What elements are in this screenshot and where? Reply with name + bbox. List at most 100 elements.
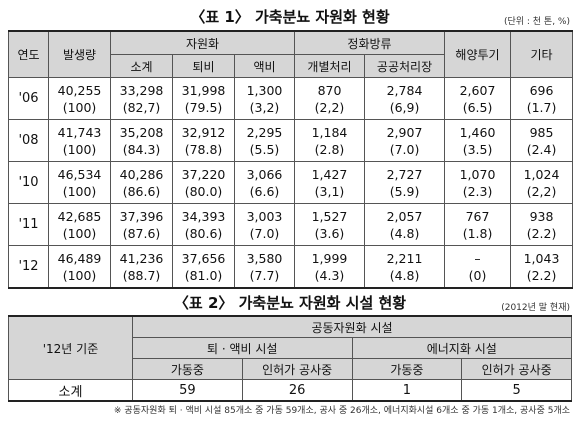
amount: 1,184: [311, 124, 348, 140]
amount: 37,220: [181, 166, 226, 182]
amount: 870: [317, 82, 342, 98]
cell: 2,784 (6,9): [363, 77, 446, 120]
cell: 2,727 (5.9): [363, 161, 446, 204]
cell: 33,298 (82,7): [110, 77, 173, 120]
header-cell: 개별처리: [294, 54, 365, 78]
percent: (2,2): [314, 99, 345, 115]
amount: 2,784: [386, 82, 423, 98]
row: '06 40,255 (100) 33,298 (82,7) 31,998 (79.5) 1,…: [8, 77, 574, 120]
cell: 32,912 (78.8): [172, 119, 235, 162]
cell: 767 (1.8): [444, 203, 512, 246]
cell: 46,489 (100): [48, 245, 111, 289]
amount: 1,527: [311, 208, 348, 224]
header-cell: 자원화: [110, 30, 295, 55]
amount: 46,489: [57, 250, 102, 266]
percent: (4.3): [314, 267, 345, 283]
cell: 2,607 (6.5): [444, 77, 512, 120]
cell: 1,043 (2.2): [510, 245, 574, 289]
percent: (3,2): [249, 99, 280, 115]
cell: 46,534 (100): [48, 161, 111, 204]
footnote: ※ 공동자원화 퇴 · 액비 시설 85개소 중 가동 59개소, 공사 중 2…: [113, 406, 570, 416]
table2-note: (2012년 말 현재): [501, 303, 570, 313]
amount: 767: [465, 208, 490, 224]
cell: 1,070 (2.3): [444, 161, 512, 204]
amount: 42,685: [57, 208, 102, 224]
percent: (6.6): [249, 183, 280, 199]
percent: (100): [62, 183, 97, 199]
amount: 1,999: [311, 250, 348, 266]
amount: 2,907: [386, 124, 423, 140]
percent: (100): [62, 267, 97, 283]
amount: 41,236: [119, 250, 164, 266]
row: '10 46,534 (100) 40,286 (86.6) 37,220 (80.0) 3,…: [8, 161, 574, 204]
percent: (4.8): [389, 225, 420, 241]
year-cell: '12: [8, 245, 49, 289]
cell: – (0): [444, 245, 512, 289]
header-cell: 연도: [8, 30, 49, 78]
amount: 1,024: [523, 166, 560, 182]
amount: 37,656: [181, 250, 226, 266]
percent: (3.5): [462, 141, 493, 157]
amount: 3,066: [246, 166, 283, 182]
cell: 1,999 (4.3): [294, 245, 365, 289]
percent: (5.5): [249, 141, 280, 157]
percent: (7.0): [389, 141, 420, 157]
percent: (4.8): [389, 267, 420, 283]
amount: 1,043: [523, 250, 560, 266]
cell: 1,300 (3,2): [234, 77, 295, 120]
percent: (82,7): [122, 99, 161, 115]
table1: 연도 발생량 자원화 정화방류 해양투기 기타 소계 퇴비 액비 개별처리 공공…: [8, 30, 574, 289]
amount: 2,727: [386, 166, 423, 182]
cell: 2,295 (5.5): [234, 119, 295, 162]
cell: 37,656 (81.0): [172, 245, 235, 289]
year-cell: '06: [8, 77, 49, 120]
table1-title: 〈표 1〉 가축분뇨 자원화 현황: [190, 8, 390, 26]
amount: 33,298: [119, 82, 164, 98]
header-cell: 공공처리장: [363, 54, 446, 78]
header-cell: 에너지화 시설: [351, 337, 572, 359]
amount: 34,393: [181, 208, 226, 224]
amount: 2,057: [386, 208, 423, 224]
percent: (2.8): [314, 141, 345, 157]
cell: 40,286 (86.6): [110, 161, 173, 204]
percent: (2.2): [526, 225, 557, 241]
amount: 938: [529, 208, 554, 224]
percent: (80.0): [184, 183, 223, 199]
cell: 3,580 (7.7): [234, 245, 295, 289]
percent: (78.8): [184, 141, 223, 157]
row-label: 소계: [8, 379, 133, 402]
amount: 35,208: [119, 124, 164, 140]
cell: 3,066 (6.6): [234, 161, 295, 204]
header-cell: 퇴비: [172, 54, 235, 78]
percent: (2.4): [526, 141, 557, 157]
percent: (7.0): [249, 225, 280, 241]
cell: 31,998 (79.5): [172, 77, 235, 120]
cell: 1: [351, 379, 463, 402]
amount: 2,607: [459, 82, 496, 98]
cell: 2,907 (7.0): [363, 119, 446, 162]
cell: 1,024 (2,2): [510, 161, 574, 204]
percent: (86.6): [122, 183, 161, 199]
table2-title: 〈표 2〉 가축분뇨 자원화 시설 현황: [173, 294, 407, 312]
cell: 26: [241, 379, 353, 402]
percent: (1.8): [462, 225, 493, 241]
cell: 870 (2,2): [294, 77, 365, 120]
amount: 2,295: [246, 124, 283, 140]
percent: (2,2): [526, 183, 557, 199]
percent: (5.9): [389, 183, 420, 199]
year-cell: '10: [8, 161, 49, 204]
header-cell: 가동중: [351, 358, 463, 380]
header-cell: 인허가 공사중: [461, 358, 572, 380]
percent: (79.5): [184, 99, 223, 115]
cell: 37,220 (80.0): [172, 161, 235, 204]
percent: (100): [62, 225, 97, 241]
percent: (3.6): [314, 225, 345, 241]
cell: 3,003 (7.0): [234, 203, 295, 246]
cell: 34,393 (80.6): [172, 203, 235, 246]
amount: 31,998: [181, 82, 226, 98]
cell: 5: [461, 379, 572, 402]
amount: 46,534: [57, 166, 102, 182]
percent: (81.0): [184, 267, 223, 283]
header-cell: 소계: [110, 54, 173, 78]
amount: 40,255: [57, 82, 102, 98]
